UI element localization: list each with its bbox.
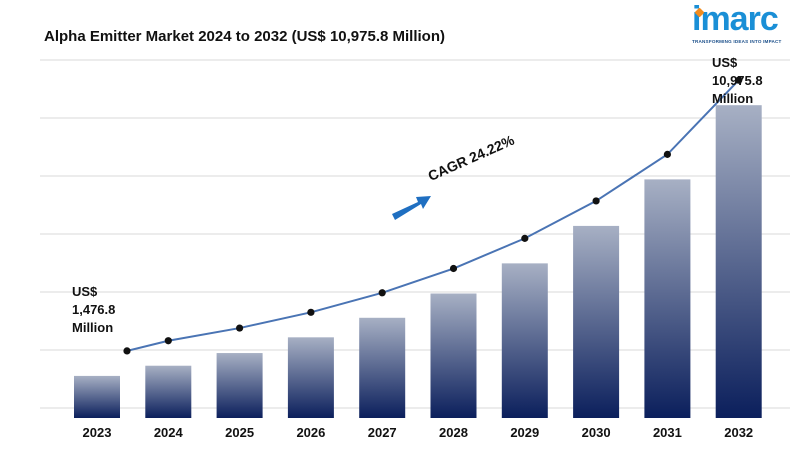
x-tick-label: 2028 (439, 425, 468, 440)
end-annotation-line-2: 10,975.8 (712, 73, 763, 88)
bar-2028 (430, 293, 477, 418)
x-tick-label: 2027 (368, 425, 397, 440)
end-value-annotation: US$ 10,975.8 Million (712, 54, 763, 108)
start-annotation-line-3: Million (72, 320, 114, 335)
x-tick-label: 2023 (83, 425, 112, 440)
trend-point-2025 (236, 324, 244, 332)
bar-2026 (287, 337, 334, 418)
cagr-arrow-icon (392, 196, 431, 220)
trend-point-2029 (521, 234, 529, 242)
x-tick-label: 2025 (225, 425, 254, 440)
bar-2027 (359, 317, 406, 418)
x-tick-label: 2030 (582, 425, 611, 440)
start-annotation-line-2: 1,476.8 (72, 302, 116, 317)
cagr-arrow (392, 196, 431, 220)
bar-2029 (501, 263, 548, 418)
trend-point-2023 (123, 347, 131, 355)
bar-2025 (216, 353, 263, 418)
x-tick-label: 2024 (154, 425, 184, 440)
bar-2031 (644, 179, 691, 418)
chart-title: Alpha Emitter Market 2024 to 2032 (US$ 1… (44, 28, 445, 45)
trend-point-2032 (735, 76, 743, 84)
trend-line (123, 76, 743, 355)
trend-polyline (126, 79, 740, 352)
trend-point-2024 (164, 337, 172, 345)
x-tick-label: 2032 (724, 425, 753, 440)
bar-2032 (715, 105, 762, 418)
logo-tagline: TRANSFORMING IDEAS INTO IMPACT (692, 39, 782, 44)
end-annotation-line-3: Million (712, 91, 754, 106)
end-annotation-line-1: US$ (712, 55, 738, 70)
trend-point-2031 (663, 150, 672, 158)
x-tick-label: 2029 (510, 425, 539, 440)
bar-2024 (145, 365, 192, 418)
logo-wordmark: imarc (692, 0, 779, 38)
imarc-logo: imarc TRANSFORMING IDEAS INTO IMPACT (692, 0, 792, 48)
x-tick-labels: 2023 2024 2025 2026 2027 2028 2029 2030 2031 2032 (83, 425, 754, 440)
bars (74, 105, 762, 418)
start-value-annotation: US$ 1,476.8 Million (72, 283, 115, 337)
trend-point-2030 (592, 197, 600, 205)
bar-2023 (74, 375, 120, 418)
bar-2030 (573, 225, 620, 418)
x-tick-label: 2031 (653, 425, 682, 440)
trend-point-2028 (449, 264, 458, 273)
start-annotation-line-1: US$ (72, 284, 98, 299)
trend-point-2026 (307, 308, 315, 316)
trend-point-2027 (378, 289, 386, 297)
x-tick-label: 2026 (296, 425, 325, 440)
